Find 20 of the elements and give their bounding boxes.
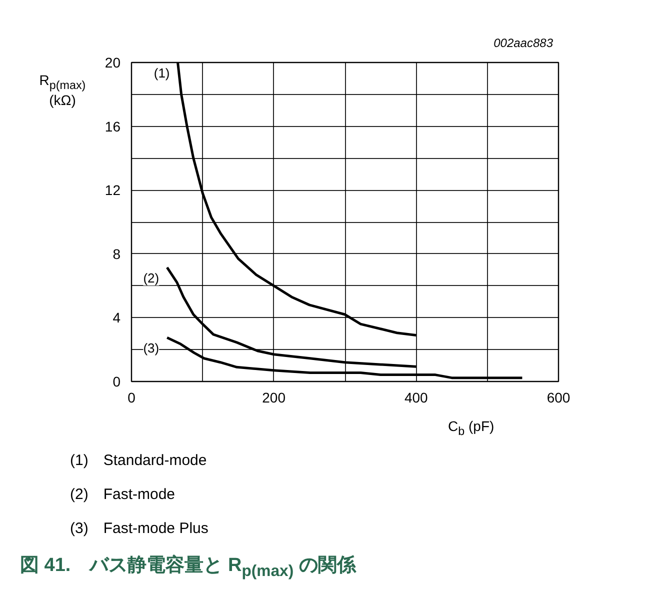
y-tick-label: 12 bbox=[104, 182, 121, 198]
y-tick-label: 8 bbox=[112, 246, 121, 262]
series-label: (3) bbox=[143, 340, 160, 356]
y-axis-title: R$_{p(max)}$ (kΩ) bbox=[39, 72, 86, 108]
x-tick-label: 200 bbox=[262, 390, 286, 406]
text: 図 41. バス静電容量と R$_{p(max)}$ の関係 bbox=[20, 554, 356, 582]
y-tick-label: 16 bbox=[104, 118, 121, 134]
y-tick-label: 20 bbox=[104, 54, 121, 70]
x-axis-title: C$_{b}$ (pF) bbox=[448, 417, 494, 440]
y-tick-label: 0 bbox=[112, 374, 121, 390]
series-label: (2) bbox=[143, 270, 160, 286]
series-label: (1) bbox=[154, 66, 170, 80]
chart-subtitle: 002aac883 bbox=[494, 35, 553, 52]
x-tick-label: 600 bbox=[546, 390, 570, 406]
text: (1) Standard-mode bbox=[70, 451, 207, 471]
x-tick-label: 400 bbox=[404, 390, 428, 406]
text: (3) Fast-mode Plus bbox=[70, 519, 208, 539]
y-tick-label: 4 bbox=[112, 310, 121, 326]
text: (2) Fast-mode bbox=[70, 485, 176, 505]
x-tick-label: 0 bbox=[128, 390, 136, 406]
